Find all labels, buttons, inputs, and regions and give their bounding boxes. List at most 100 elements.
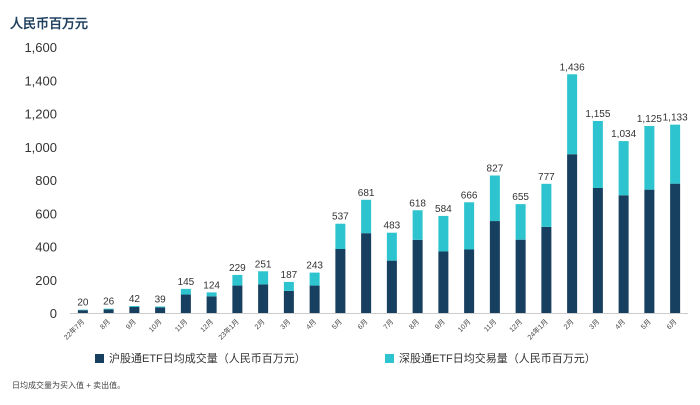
bar-sh bbox=[129, 307, 140, 313]
bar-sz bbox=[489, 175, 500, 222]
total-data-label: 20 bbox=[77, 298, 89, 309]
total-data-label: 1,436 bbox=[560, 62, 585, 73]
bar-sz bbox=[644, 125, 655, 190]
bar-sh bbox=[464, 249, 475, 313]
x-tick-label: 11月 bbox=[174, 318, 190, 334]
bar-sz bbox=[103, 308, 114, 310]
x-tick-label: 4月 bbox=[614, 318, 627, 331]
total-data-label: 1,125 bbox=[637, 114, 662, 125]
total-data-label: 618 bbox=[409, 198, 426, 209]
legend-label-sz: 深股通ETF日均交易量（人民币百万元） bbox=[399, 353, 596, 365]
bar-sh bbox=[155, 307, 166, 313]
x-tick-label: 7月 bbox=[382, 318, 395, 331]
x-tick-label: 6月 bbox=[665, 318, 678, 331]
y-tick-label: 600 bbox=[35, 206, 57, 221]
total-data-label: 42 bbox=[129, 294, 141, 305]
bar-sh bbox=[309, 285, 320, 313]
bar-sz bbox=[567, 74, 578, 155]
bar-sz bbox=[258, 271, 269, 285]
x-tick-label: 2月 bbox=[253, 318, 266, 331]
bar-sh bbox=[670, 183, 681, 313]
bar-sz bbox=[309, 272, 320, 286]
x-tick-label: 9月 bbox=[124, 318, 137, 331]
bar-sz bbox=[515, 204, 526, 240]
total-data-label: 187 bbox=[281, 270, 298, 281]
x-tick-label: 3月 bbox=[279, 318, 292, 331]
total-data-label: 124 bbox=[203, 280, 220, 291]
bar-sz bbox=[438, 215, 449, 252]
x-tick-label: 24年1月 bbox=[525, 317, 550, 342]
bar-sz bbox=[592, 120, 603, 188]
x-tick-label: 10月 bbox=[456, 318, 472, 334]
bar-sz bbox=[206, 292, 217, 297]
bar-sh bbox=[361, 233, 372, 313]
x-tick-label: 22年7月 bbox=[62, 317, 87, 342]
bar-sz bbox=[464, 202, 475, 250]
bar-sh bbox=[412, 239, 423, 313]
x-tick-label: 5月 bbox=[639, 318, 652, 331]
bar-sh bbox=[386, 260, 397, 313]
bar-sh bbox=[515, 239, 526, 313]
x-tick-label: 8月 bbox=[408, 318, 421, 331]
bar-sh bbox=[232, 285, 243, 313]
bar-sh bbox=[283, 290, 294, 313]
total-data-label: 537 bbox=[332, 212, 349, 223]
bar-sh bbox=[644, 189, 655, 313]
footnote: 日均成交量为买入值 + 卖出值。 bbox=[12, 381, 126, 390]
x-tick-label: 10月 bbox=[147, 318, 163, 334]
x-tick-label: 23年1月 bbox=[216, 317, 241, 342]
x-tick-label: 4月 bbox=[305, 318, 318, 331]
legend-label-sh: 沪股通ETF日均成交量（人民币百万元） bbox=[109, 353, 306, 365]
bar-sh bbox=[618, 195, 629, 313]
total-data-label: 251 bbox=[255, 259, 272, 270]
y-tick-label: 1,200 bbox=[24, 107, 57, 122]
bar-sz bbox=[283, 281, 294, 291]
total-data-label: 584 bbox=[435, 204, 452, 215]
legend-swatch-sh bbox=[95, 353, 104, 363]
bar-sh bbox=[335, 248, 346, 313]
total-data-label: 1,155 bbox=[585, 109, 610, 120]
y-tick-label: 0 bbox=[50, 306, 57, 321]
bar-sh bbox=[489, 221, 500, 313]
bar-sh bbox=[180, 294, 191, 313]
bar-sz bbox=[361, 199, 372, 234]
legend-item-sz: 深股通ETF日均交易量（人民币百万元） bbox=[385, 350, 596, 366]
bar-sz bbox=[541, 183, 552, 227]
total-data-label: 777 bbox=[538, 172, 555, 183]
x-tick-label: 8月 bbox=[99, 318, 112, 331]
bar-sz bbox=[155, 306, 166, 308]
total-data-label: 666 bbox=[461, 190, 478, 201]
total-data-label: 229 bbox=[229, 263, 246, 274]
total-data-label: 1,034 bbox=[611, 129, 636, 140]
x-tick-label: 12月 bbox=[508, 318, 524, 334]
legend-swatch-sz bbox=[385, 353, 394, 363]
x-tick-label: 11月 bbox=[483, 318, 499, 334]
bar-sh bbox=[206, 296, 217, 313]
bar-sz bbox=[335, 223, 346, 249]
y-tick-label: 400 bbox=[35, 240, 57, 255]
total-data-label: 681 bbox=[358, 188, 375, 199]
legend-item-sh: 沪股通ETF日均成交量（人民币百万元） bbox=[95, 350, 306, 366]
total-data-label: 145 bbox=[178, 277, 195, 288]
bar-sz bbox=[129, 306, 140, 308]
bar-sz bbox=[386, 232, 397, 261]
x-tick-label: 6月 bbox=[356, 318, 369, 331]
x-tick-label: 3月 bbox=[588, 318, 601, 331]
bar-sh bbox=[258, 284, 269, 313]
total-data-label: 655 bbox=[512, 192, 529, 203]
total-data-label: 1,133 bbox=[663, 113, 688, 124]
bar-sh bbox=[592, 187, 603, 313]
bar-sh bbox=[438, 251, 449, 313]
bar-sz bbox=[180, 288, 191, 295]
total-data-label: 827 bbox=[487, 164, 504, 175]
stacked-bar-chart: 0 200 400 600 800 1,000 1,200 1,400 1,600 20 22年7月… bbox=[24, 40, 688, 342]
bar-sh bbox=[103, 309, 114, 313]
bar-sz bbox=[412, 210, 423, 240]
bar-sz bbox=[232, 274, 243, 286]
x-tick-label: 2月 bbox=[562, 318, 575, 331]
total-data-label: 26 bbox=[103, 297, 115, 308]
y-tick-label: 1,600 bbox=[24, 40, 57, 55]
y-tick-label: 1,000 bbox=[24, 140, 57, 155]
total-data-label: 483 bbox=[384, 221, 401, 232]
bar-sz bbox=[618, 141, 629, 196]
